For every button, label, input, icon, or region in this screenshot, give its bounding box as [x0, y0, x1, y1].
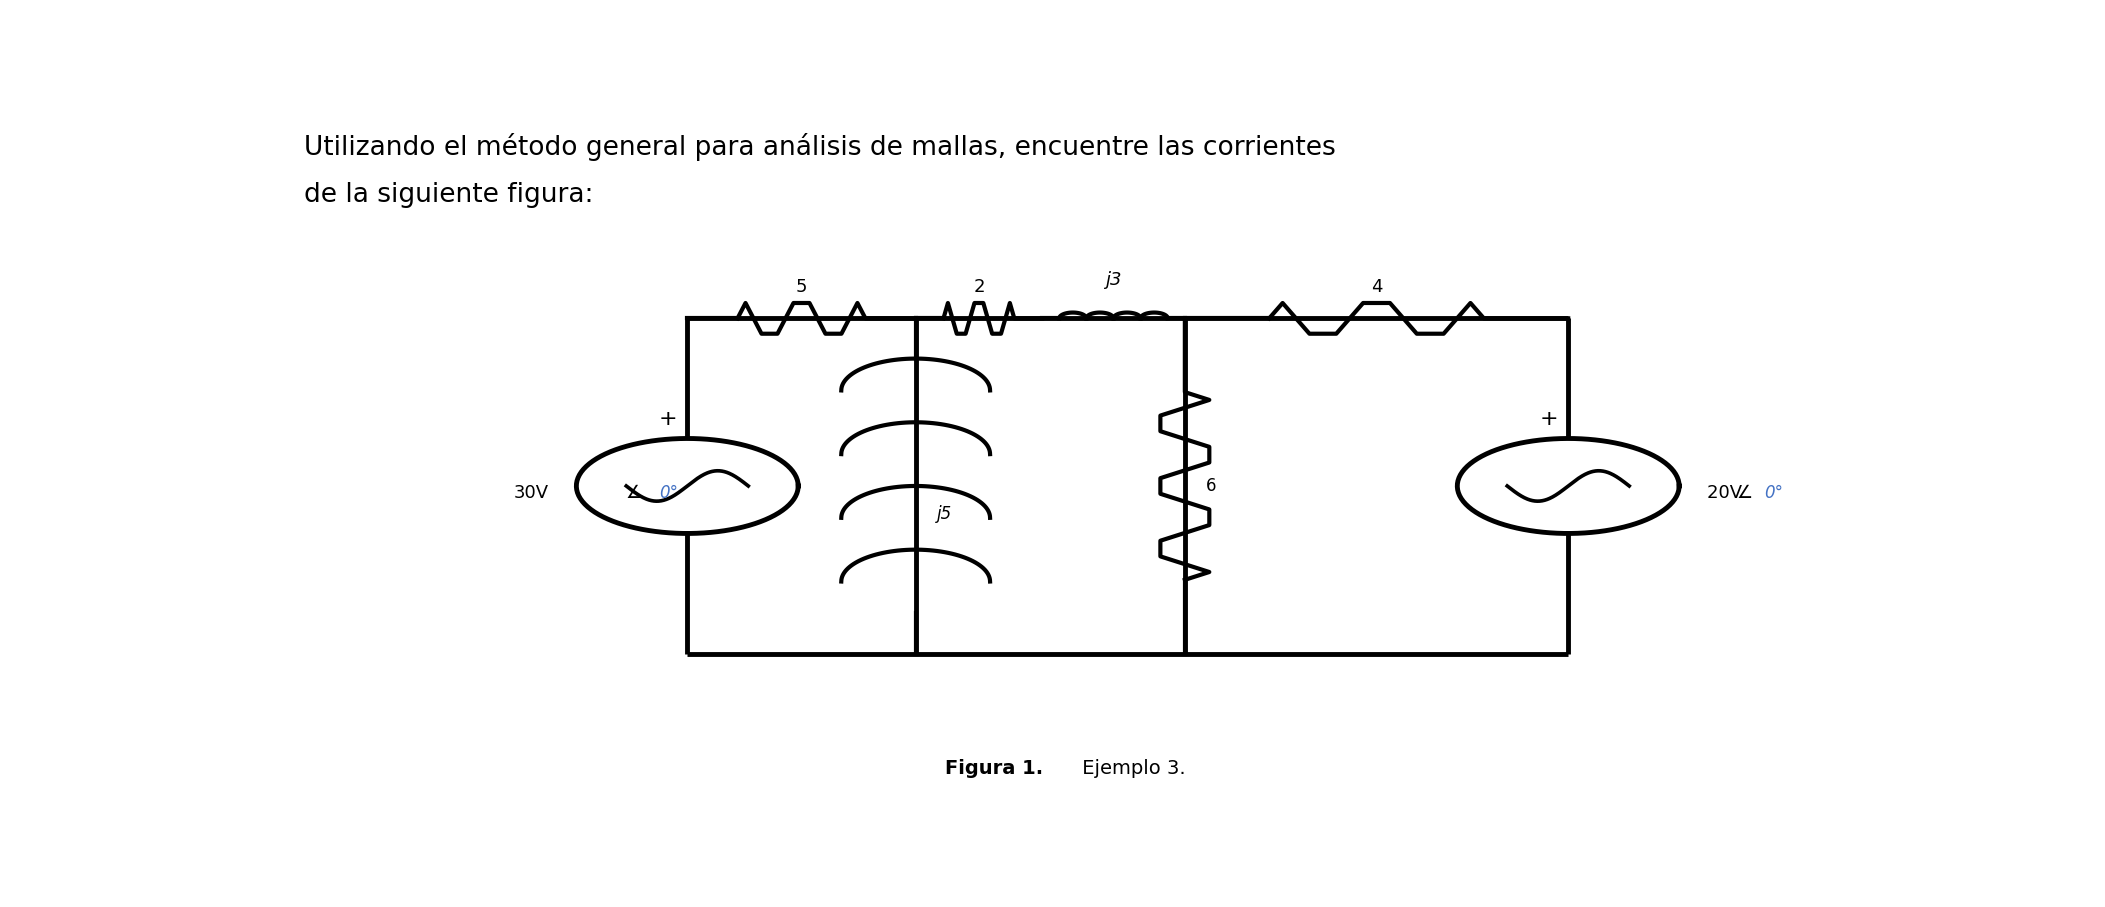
Text: 0°: 0° [1764, 484, 1783, 502]
Text: j3: j3 [1105, 271, 1122, 289]
Text: 5: 5 [796, 278, 806, 296]
Text: de la siguiente figura:: de la siguiente figura: [303, 182, 594, 209]
Text: 2: 2 [973, 278, 985, 296]
Text: +: + [1539, 409, 1558, 429]
Text: ∠: ∠ [1737, 484, 1751, 502]
Text: Ejemplo 3.: Ejemplo 3. [1076, 759, 1185, 778]
Text: ∠: ∠ [625, 484, 642, 502]
Text: Utilizando el método general para análisis de mallas, encuentre las corrientes: Utilizando el método general para anális… [303, 133, 1337, 161]
Text: 0°: 0° [659, 484, 678, 502]
Text: +: + [659, 409, 678, 429]
Text: 4: 4 [1370, 278, 1383, 296]
Text: Figura 1.: Figura 1. [945, 759, 1044, 778]
Text: 6: 6 [1206, 477, 1217, 495]
Text: 30V: 30V [514, 484, 549, 502]
Text: 20V: 20V [1707, 484, 1747, 502]
Text: j5: j5 [937, 505, 951, 523]
